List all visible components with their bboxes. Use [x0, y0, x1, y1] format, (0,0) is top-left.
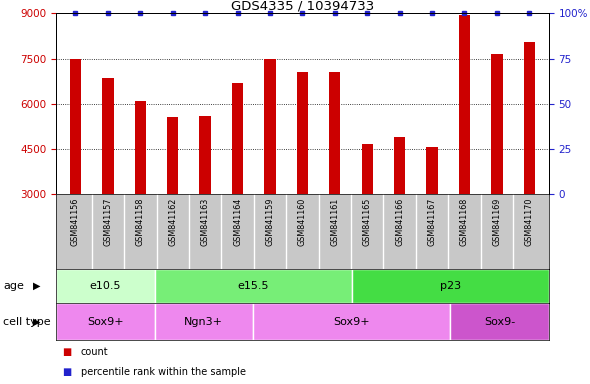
Bar — [253, 303, 450, 340]
Bar — [56, 303, 155, 340]
Title: GDS4335 / 10394733: GDS4335 / 10394733 — [231, 0, 374, 12]
Bar — [362, 144, 373, 194]
Text: GSM841167: GSM841167 — [428, 198, 437, 246]
Text: cell type: cell type — [3, 316, 51, 327]
Text: GSM841157: GSM841157 — [103, 198, 113, 246]
Bar — [450, 303, 549, 340]
Text: ■: ■ — [62, 367, 71, 377]
Text: p23: p23 — [440, 281, 461, 291]
Bar — [459, 15, 470, 194]
Bar — [352, 269, 549, 303]
Bar — [102, 78, 114, 194]
Bar — [297, 72, 308, 194]
Bar — [329, 72, 340, 194]
Bar — [155, 303, 253, 340]
Text: ▶: ▶ — [33, 316, 40, 327]
Bar — [394, 137, 405, 194]
Text: ▶: ▶ — [33, 281, 40, 291]
Text: Ngn3+: Ngn3+ — [184, 316, 224, 327]
Text: GSM841170: GSM841170 — [525, 198, 534, 246]
Text: GSM841162: GSM841162 — [168, 198, 177, 246]
Text: count: count — [81, 347, 109, 357]
Bar — [199, 116, 211, 194]
Text: e10.5: e10.5 — [90, 281, 121, 291]
Text: ■: ■ — [62, 347, 71, 357]
Text: GSM841163: GSM841163 — [201, 198, 209, 246]
Text: GSM841156: GSM841156 — [71, 198, 80, 246]
Text: GSM841164: GSM841164 — [233, 198, 242, 246]
Text: GSM841166: GSM841166 — [395, 198, 404, 246]
Text: GSM841159: GSM841159 — [266, 198, 274, 246]
Bar — [427, 147, 438, 194]
Bar — [70, 59, 81, 194]
Text: e15.5: e15.5 — [237, 281, 269, 291]
Text: GSM841168: GSM841168 — [460, 198, 469, 246]
Bar — [135, 101, 146, 194]
Text: GSM841158: GSM841158 — [136, 198, 145, 246]
Bar — [491, 54, 503, 194]
Text: Sox9+: Sox9+ — [87, 316, 124, 327]
Text: Sox9+: Sox9+ — [333, 316, 370, 327]
Text: GSM841169: GSM841169 — [492, 198, 502, 246]
Text: GSM841160: GSM841160 — [298, 198, 307, 246]
Text: GSM841165: GSM841165 — [363, 198, 372, 246]
Bar — [264, 59, 276, 194]
Text: age: age — [3, 281, 24, 291]
Bar — [155, 269, 352, 303]
Bar — [232, 83, 243, 194]
Bar — [523, 42, 535, 194]
Text: GSM841161: GSM841161 — [330, 198, 339, 246]
Bar — [167, 117, 178, 194]
Text: Sox9-: Sox9- — [484, 316, 515, 327]
Bar — [56, 269, 155, 303]
Text: percentile rank within the sample: percentile rank within the sample — [81, 367, 246, 377]
